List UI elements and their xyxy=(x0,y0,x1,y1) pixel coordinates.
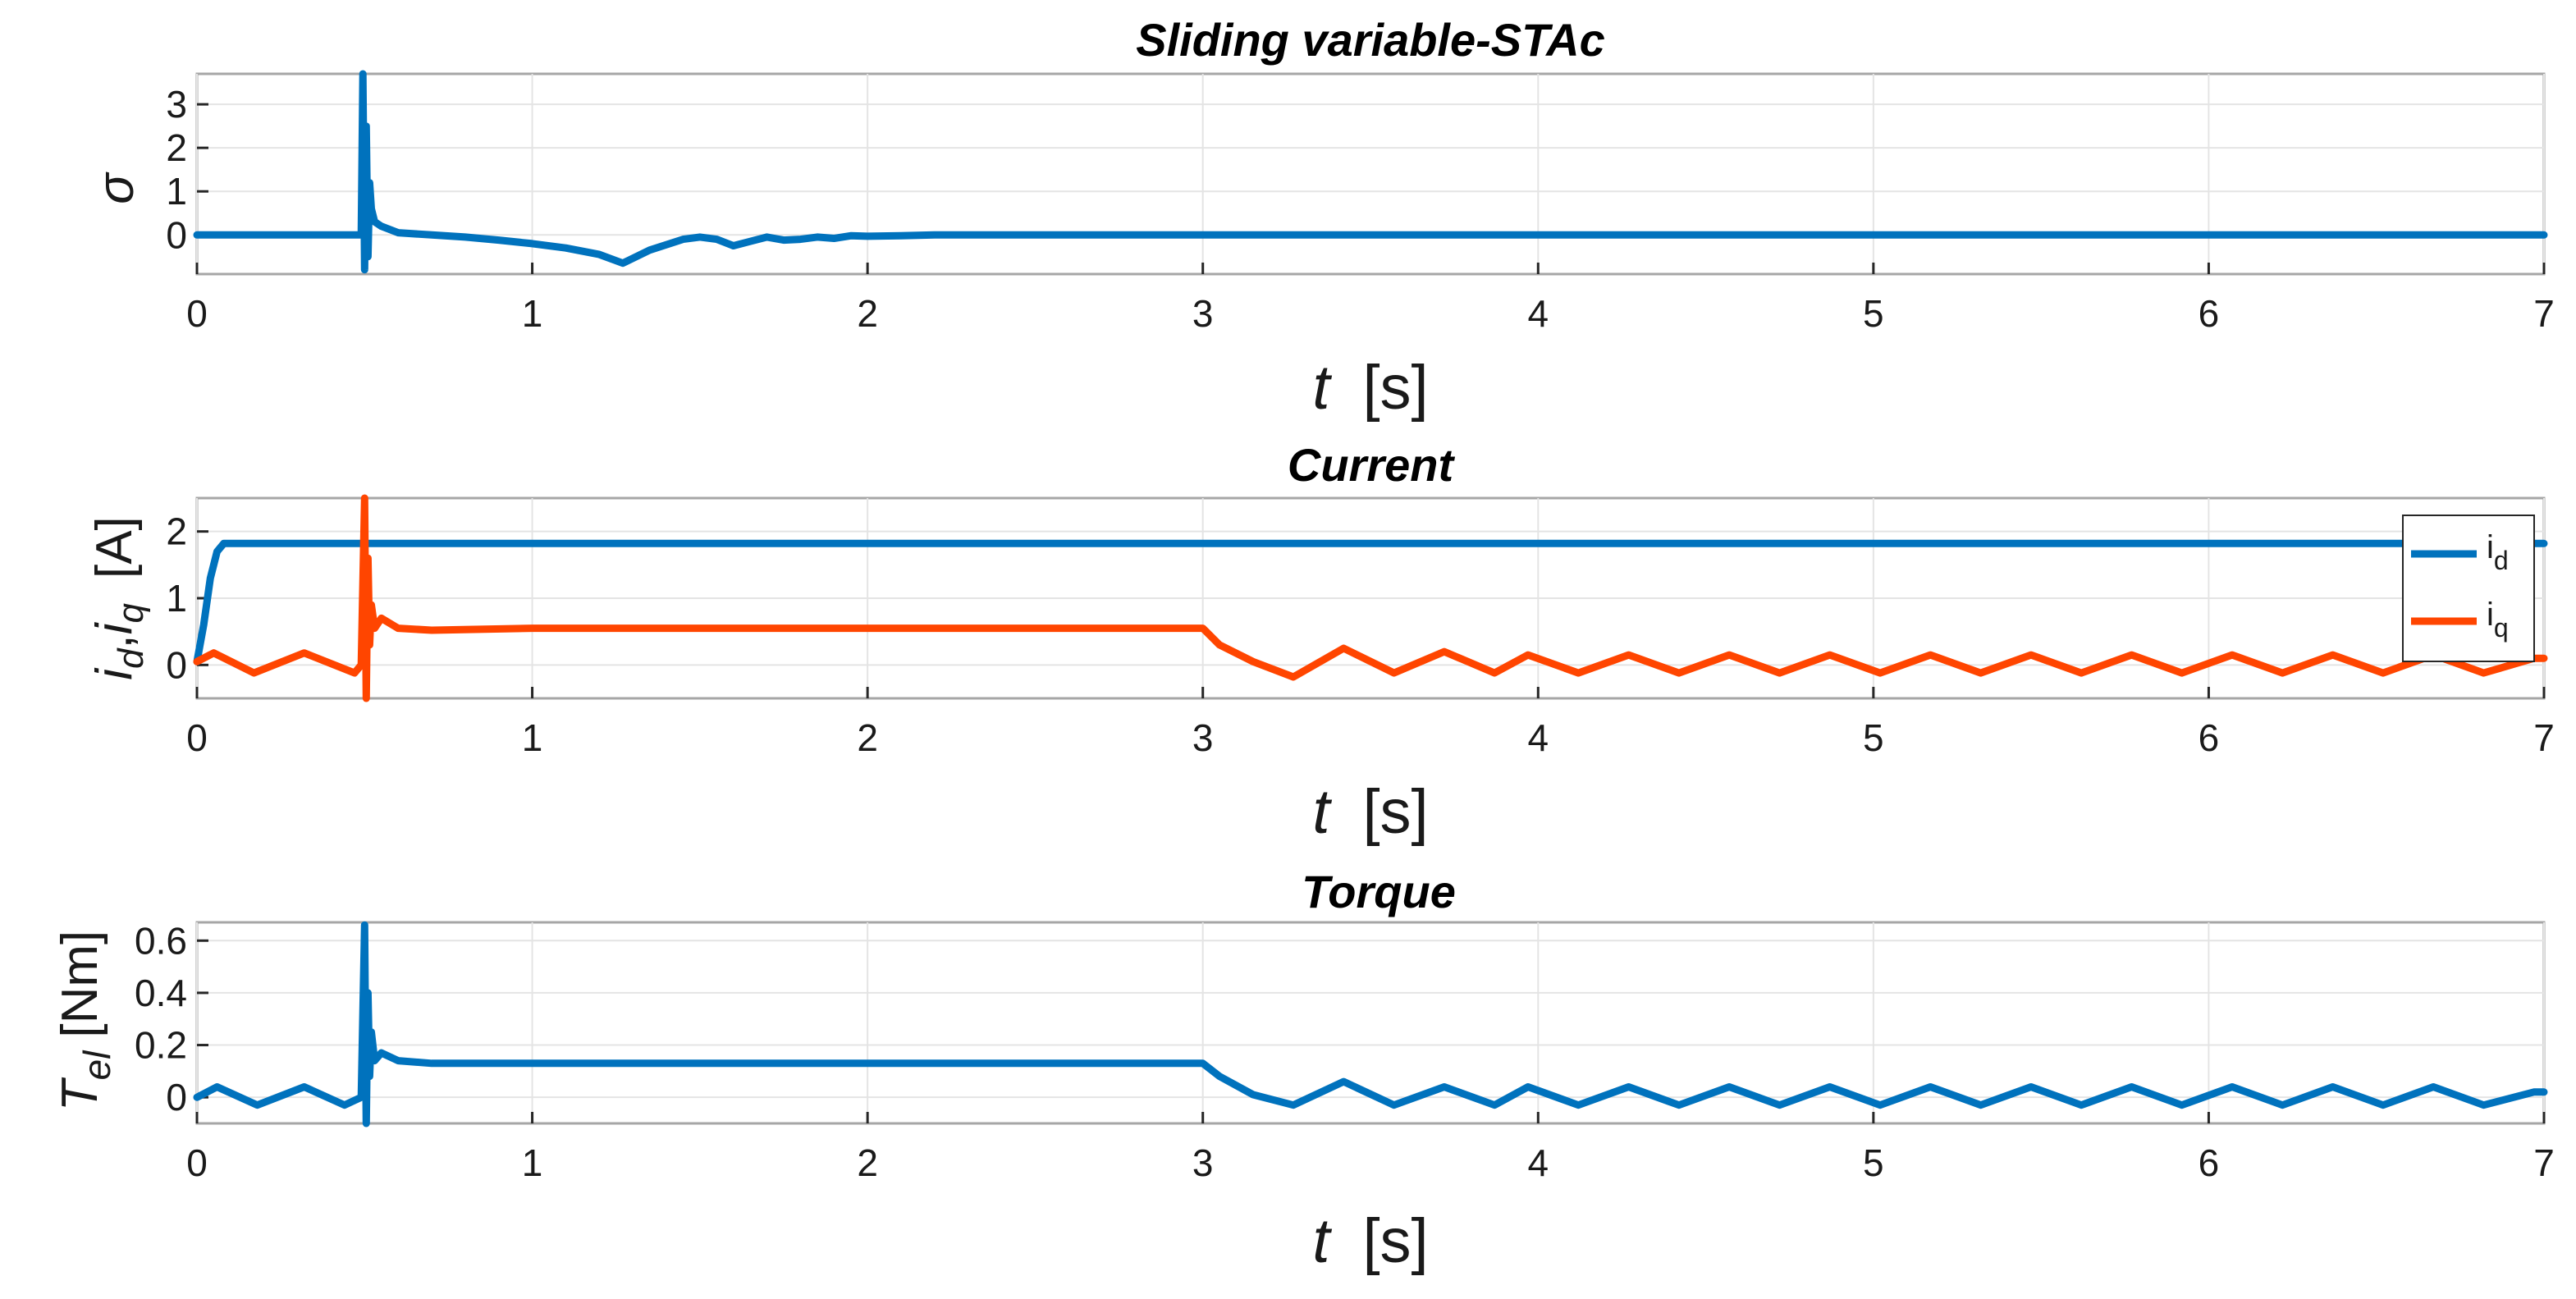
y-tick-label: 1 xyxy=(166,170,187,213)
y-tick-label: 0 xyxy=(166,643,187,686)
y-tick-label: 0.2 xyxy=(135,1024,187,1067)
x-tick-label: 6 xyxy=(2199,292,2220,335)
x-tick-label: 2 xyxy=(857,1141,878,1184)
y-tick-label: 0.6 xyxy=(135,919,187,962)
x-tick-label: 2 xyxy=(857,292,878,335)
y-tick-label: 1 xyxy=(166,577,187,620)
x-tick-label: 0 xyxy=(186,292,208,335)
y-tick-label: 0 xyxy=(166,213,187,256)
panel-current: Current 0 1 2 3 4 5 6 7 0 1 2 id,iq[A] t [s] id iq xyxy=(86,439,2555,847)
x-tick-label: 3 xyxy=(1192,292,1214,335)
series-line-sigma xyxy=(193,70,2548,274)
series-layer xyxy=(193,921,2548,1127)
x-tick-label: 7 xyxy=(2533,716,2555,759)
chart-title: Sliding variable-STAc xyxy=(1136,14,1605,66)
legend-box xyxy=(2402,515,2535,662)
series-line-i_q xyxy=(193,494,2548,702)
x-tick-label: 6 xyxy=(2199,1141,2220,1184)
y-tick-label: 3 xyxy=(166,83,187,126)
y-tick-label: 0.4 xyxy=(135,972,187,1014)
x-tick-label: 6 xyxy=(2199,716,2220,759)
x-tick-label: 0 xyxy=(186,716,208,759)
plot-area xyxy=(195,921,2546,1125)
y-tick-label: 0 xyxy=(166,1076,187,1118)
x-tick-label: 5 xyxy=(1863,716,1884,759)
x-tick-label: 7 xyxy=(2533,292,2555,335)
y-axis-label: id,iq[A] xyxy=(86,516,151,680)
legend-label-iq: iq xyxy=(2487,597,2509,643)
panel-torque: Torque 0 1 2 3 4 5 6 7 0 0.2 0.4 0.6 Tel[Nm] t [s] xyxy=(52,866,2555,1276)
x-tick-label: 4 xyxy=(1527,292,1549,335)
x-tick-label: 1 xyxy=(522,292,543,335)
y-tick-label: 2 xyxy=(166,510,187,553)
x-axis-label: t [s] xyxy=(1312,353,1428,423)
y-tick-label: 2 xyxy=(166,126,187,169)
series-line-T_el xyxy=(193,921,2548,1127)
x-axis-label: t [s] xyxy=(1312,777,1428,847)
chart-title: Current xyxy=(1288,439,1456,491)
legend-label-id: id xyxy=(2487,529,2509,575)
ticks: 0 1 2 3 4 5 6 7 0 1 2 xyxy=(166,510,2554,759)
plot-area xyxy=(195,72,2546,276)
x-tick-label: 5 xyxy=(1863,292,1884,335)
legend: id iq xyxy=(2402,515,2535,662)
chart-title: Torque xyxy=(1302,866,1456,917)
series-layer xyxy=(193,494,2548,702)
x-tick-label: 0 xyxy=(186,1141,208,1184)
x-tick-label: 3 xyxy=(1192,1141,1214,1184)
x-tick-label: 5 xyxy=(1863,1141,1884,1184)
x-tick-label: 2 xyxy=(857,716,878,759)
x-tick-label: 4 xyxy=(1527,716,1549,759)
series-layer xyxy=(193,70,2548,274)
x-tick-label: 7 xyxy=(2533,1141,2555,1184)
x-tick-label: 4 xyxy=(1527,1141,1549,1184)
x-tick-label: 1 xyxy=(522,1141,543,1184)
x-tick-label: 1 xyxy=(522,716,543,759)
x-axis-label: t [s] xyxy=(1312,1206,1428,1276)
y-axis-label: Tel[Nm] xyxy=(52,931,118,1112)
ticks: 0 1 2 3 4 5 6 7 0 0.2 0.4 0.6 xyxy=(135,919,2555,1184)
y-axis-label: σ xyxy=(88,172,144,204)
x-tick-label: 3 xyxy=(1192,716,1214,759)
